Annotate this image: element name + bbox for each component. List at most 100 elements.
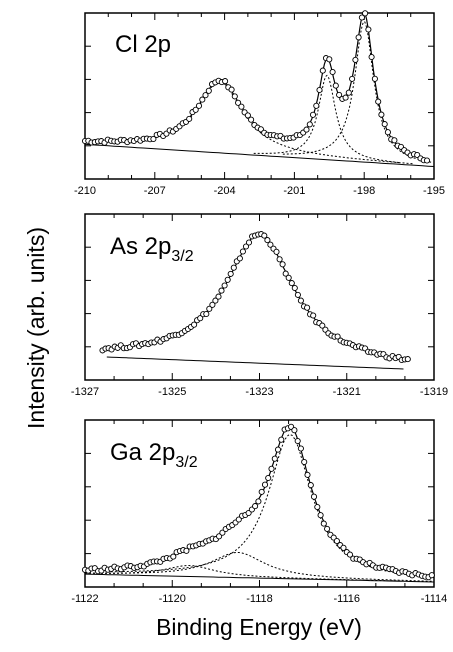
data-point (336, 91, 343, 98)
data-point (273, 248, 280, 255)
x-tick-label: -1323 (245, 386, 273, 398)
data-point (301, 458, 308, 466)
data-point (209, 301, 216, 308)
component-peak (253, 74, 400, 164)
component-peak (84, 81, 413, 165)
data-point (294, 291, 301, 298)
data-point (428, 572, 435, 579)
data-point (230, 264, 237, 271)
data-point (319, 67, 326, 74)
data-point (391, 137, 398, 144)
y-axis-label: Intensity (arb. units) (23, 227, 49, 429)
x-tick-label: -195 (423, 185, 445, 197)
data-point (239, 248, 246, 255)
data-point (371, 75, 378, 82)
data-point (274, 446, 282, 453)
data-point (218, 287, 225, 294)
x-tick-label: -198 (353, 185, 375, 197)
data-point (342, 94, 349, 101)
data-point (352, 56, 359, 63)
data-point (324, 525, 331, 532)
x-tick-label: -1325 (158, 386, 186, 398)
panel-title: As 2p3/2 (110, 233, 194, 265)
data-point (291, 427, 298, 434)
data-point (404, 356, 411, 363)
data-point (423, 157, 431, 164)
data-point (186, 115, 193, 122)
data-point (291, 284, 298, 292)
x-tick-label: -210 (74, 185, 96, 197)
data-point (375, 98, 382, 105)
data-point (345, 89, 352, 96)
data-point (255, 498, 262, 505)
component-peak (85, 564, 401, 582)
data-point (222, 78, 229, 85)
data-point (307, 482, 314, 489)
panel-title: Cl 2p (115, 31, 171, 58)
data-point (310, 493, 318, 500)
x-tick-label: -1118 (246, 593, 273, 605)
data-point (235, 99, 242, 106)
data-point (224, 276, 231, 283)
data-point (314, 503, 321, 511)
data-point (304, 304, 311, 311)
data-point (333, 537, 340, 545)
x-tick-label: -1327 (71, 386, 99, 398)
data-point (195, 102, 203, 109)
data-point (320, 520, 327, 527)
background-line (84, 143, 435, 167)
data-point (334, 333, 341, 340)
data-point (215, 293, 222, 300)
data-point (264, 237, 271, 244)
data-point (326, 56, 333, 63)
data-point (279, 261, 286, 268)
x-tick-label: -1321 (333, 386, 361, 398)
panel-title-subscript: 3/2 (175, 454, 197, 471)
data-point (282, 270, 289, 277)
data-point (231, 93, 238, 100)
data-point (238, 103, 245, 110)
x-tick-label: -201 (283, 185, 305, 197)
data-point (365, 26, 372, 33)
data-point (267, 241, 274, 248)
x-tick-label: -207 (144, 185, 166, 197)
data-point (192, 106, 199, 113)
data-point (206, 305, 213, 312)
data-point (362, 10, 369, 17)
data-point (205, 87, 212, 94)
data-point (183, 547, 190, 554)
data-point (261, 481, 269, 488)
data-point (303, 126, 310, 133)
data-point (317, 512, 324, 519)
panel-title: Ga 2p3/2 (110, 439, 198, 471)
panel-as-2p: As 2p3/2 -1327 -1325 -1323 -1321 -1319 (71, 213, 448, 398)
data-point (285, 274, 292, 281)
panel-title-subscript: 3/2 (171, 248, 193, 265)
data-point (349, 75, 356, 82)
panel-cl-2p: Cl 2p -210 -207 -204 -201 -198 -195 (74, 10, 445, 197)
panel-ga-2p: Ga 2p3/2 -1122 -1120 -1118 -1116 -1114 (71, 419, 448, 605)
data-point (235, 516, 242, 523)
data-point (261, 232, 268, 239)
data-point (276, 256, 283, 263)
data-point (381, 121, 388, 128)
data-point (242, 243, 250, 250)
data-point (212, 297, 219, 304)
data-point (199, 96, 206, 103)
data-point (309, 111, 317, 118)
data-point (203, 310, 210, 318)
data-point (236, 255, 243, 262)
data-point (170, 553, 177, 560)
data-point (310, 312, 317, 319)
data-point (245, 239, 253, 246)
data-point (297, 297, 304, 304)
data-point (202, 92, 209, 99)
data-point (384, 129, 391, 136)
data-point (306, 121, 313, 128)
data-point (288, 280, 295, 287)
x-axis-label: Binding Energy (eV) (156, 614, 362, 640)
x-tick-label: -1114 (421, 593, 448, 605)
data-point (219, 529, 226, 536)
data-point (297, 445, 304, 452)
data-point (221, 282, 228, 289)
